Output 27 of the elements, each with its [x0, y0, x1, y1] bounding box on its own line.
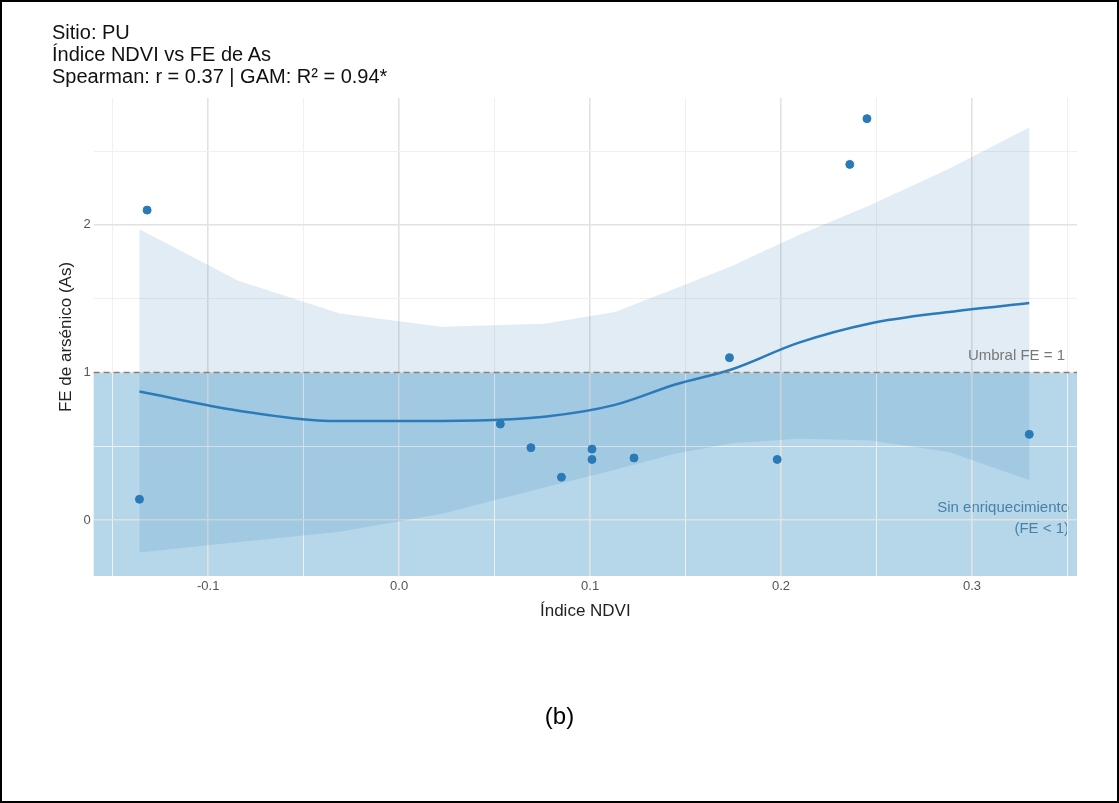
point — [1024, 429, 1034, 439]
point — [134, 494, 144, 504]
point — [556, 472, 566, 482]
chart-subtitle: Índice NDVI vs FE de As Spearman: r = 0.37 | GAM: R² = 0.94* — [52, 42, 388, 87]
x-tick-label: 0.3 — [962, 578, 982, 594]
y-tick-label: 0 — [83, 511, 91, 527]
y-tick-label: 2 — [83, 216, 91, 232]
x-tick-label: 0.1 — [581, 578, 600, 594]
point — [845, 159, 855, 169]
point — [495, 419, 505, 429]
x-axis-title: Índice NDVI — [539, 601, 631, 621]
x-tick-label: 0.2 — [772, 578, 791, 594]
text: (b) — [544, 702, 575, 729]
chart-title: Sitio: PU — [52, 20, 130, 43]
x-tick-label: 0.0 — [390, 578, 409, 594]
point — [142, 205, 152, 215]
point — [587, 444, 597, 454]
y-axis-title: FE de arsénico (As) — [55, 261, 75, 413]
ref-line-label: Umbral FE = 1 — [967, 346, 1065, 364]
point — [629, 453, 639, 463]
point — [724, 353, 734, 363]
point — [587, 454, 597, 464]
point — [772, 454, 782, 464]
point — [862, 114, 872, 124]
point — [526, 443, 536, 453]
x-tick-label: -0.1 — [196, 578, 220, 594]
y-tick-label: 1 — [83, 363, 91, 379]
